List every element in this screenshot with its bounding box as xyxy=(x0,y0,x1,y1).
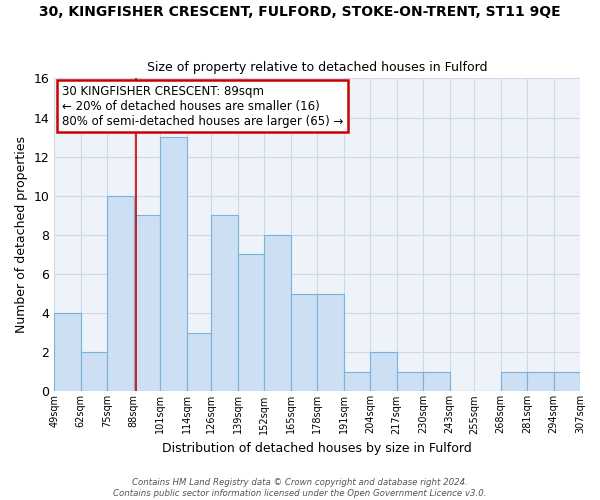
Bar xyxy=(527,372,554,392)
Bar xyxy=(187,332,211,392)
Bar xyxy=(397,372,423,392)
Bar xyxy=(344,372,370,392)
Bar xyxy=(134,216,160,392)
Bar xyxy=(238,254,264,392)
Bar xyxy=(317,294,344,392)
Bar xyxy=(370,352,397,392)
Y-axis label: Number of detached properties: Number of detached properties xyxy=(15,136,28,334)
Bar xyxy=(211,216,238,392)
Bar xyxy=(81,352,107,392)
Text: Contains HM Land Registry data © Crown copyright and database right 2024.
Contai: Contains HM Land Registry data © Crown c… xyxy=(113,478,487,498)
Bar xyxy=(423,372,449,392)
Title: Size of property relative to detached houses in Fulford: Size of property relative to detached ho… xyxy=(147,62,487,74)
Bar xyxy=(500,372,527,392)
Text: 30 KINGFISHER CRESCENT: 89sqm
← 20% of detached houses are smaller (16)
80% of s: 30 KINGFISHER CRESCENT: 89sqm ← 20% of d… xyxy=(62,84,344,128)
X-axis label: Distribution of detached houses by size in Fulford: Distribution of detached houses by size … xyxy=(162,442,472,455)
Bar xyxy=(554,372,580,392)
Bar xyxy=(160,137,187,392)
Bar xyxy=(54,313,81,392)
Text: 30, KINGFISHER CRESCENT, FULFORD, STOKE-ON-TRENT, ST11 9QE: 30, KINGFISHER CRESCENT, FULFORD, STOKE-… xyxy=(39,5,561,19)
Bar xyxy=(290,294,317,392)
Bar xyxy=(264,235,290,392)
Bar xyxy=(107,196,134,392)
